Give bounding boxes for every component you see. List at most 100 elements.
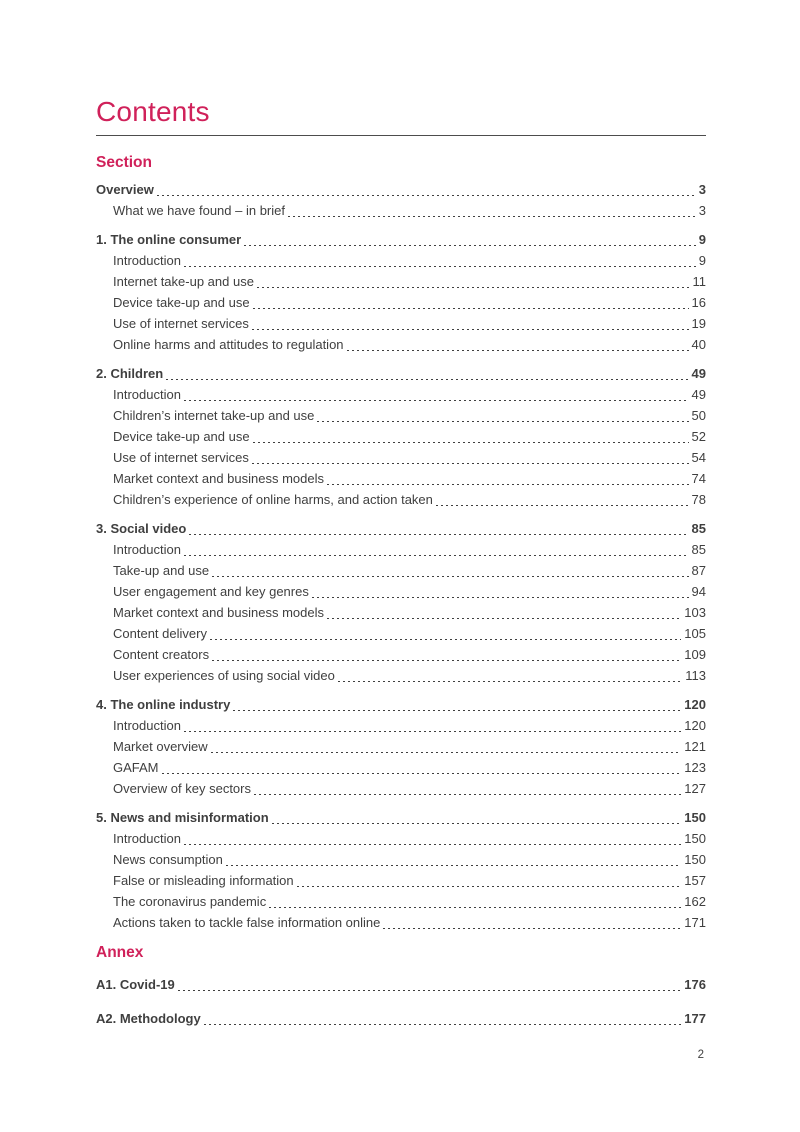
toc-subentry-page: 127	[684, 781, 706, 797]
toc-subentry[interactable]: Market overview 121	[96, 736, 706, 757]
title-rule	[96, 135, 706, 137]
toc-subentry-label: Take-up and use	[113, 563, 210, 579]
toc-entry-label: 4. The online industry	[96, 697, 231, 713]
toc-subentry[interactable]: Use of internet services 19	[96, 313, 706, 334]
dot-leader	[327, 483, 689, 486]
toc-subentry[interactable]: News consumption 150	[96, 849, 706, 870]
dot-leader	[346, 349, 689, 352]
dot-leader	[225, 864, 682, 867]
dot-leader	[183, 554, 689, 557]
dot-leader	[209, 638, 682, 641]
annex-entry[interactable]: A2. Methodology 177	[96, 1008, 706, 1029]
toc-subentry-label: Children’s internet take-up and use	[113, 408, 315, 424]
toc-subentry-page: 74	[691, 471, 706, 487]
toc-subentry-label: Device take-up and use	[113, 295, 250, 311]
toc-subentry[interactable]: Overview of key sectors 127	[96, 778, 706, 799]
dot-leader	[183, 265, 696, 268]
toc-entry[interactable]: 2. Children 49	[96, 363, 706, 384]
toc-subentry[interactable]: GAFAM 123	[96, 757, 706, 778]
toc-group: 5. News and misinformation 150 Introductio…	[96, 807, 706, 933]
toc-subentry[interactable]: Introduction 9	[96, 250, 706, 271]
toc-subentry[interactable]: User experiences of using social video 11…	[96, 665, 706, 686]
toc-subentry[interactable]: Use of internet services 54	[96, 447, 706, 468]
toc-subentry-label: Introduction	[113, 718, 181, 734]
toc-subentry-page: 162	[684, 894, 706, 910]
toc-subentry[interactable]: What we have found – in brief 3	[96, 200, 706, 221]
toc-entry-label: 2. Children	[96, 366, 164, 382]
toc-subentry-label: Device take-up and use	[113, 429, 250, 445]
toc-entry[interactable]: 3. Social video 85	[96, 518, 706, 539]
dot-leader	[254, 793, 682, 796]
toc-subentry-page: 85	[691, 542, 706, 558]
toc-entry-label: Overview	[96, 182, 154, 198]
toc-entry[interactable]: 1. The online consumer 9	[96, 229, 706, 250]
toc-subentry[interactable]: Online harms and attitudes to regulation…	[96, 334, 706, 355]
toc-group: 3. Social video 85 Introduction 85 Take-up a…	[96, 518, 706, 686]
toc-subentry[interactable]: Content creators 109	[96, 644, 706, 665]
toc-subentry-label: Introduction	[113, 253, 181, 269]
toc-group: 2. Children 49 Introduction 49 Children’s in…	[96, 363, 706, 510]
annex-heading: Annex	[96, 944, 144, 962]
toc-subentry[interactable]: Device take-up and use 16	[96, 292, 706, 313]
toc-subentry[interactable]: Actions taken to tackle false informatio…	[96, 912, 706, 933]
toc-subentry[interactable]: Introduction 85	[96, 539, 706, 560]
toc-subentry[interactable]: Market context and business models 74	[96, 468, 706, 489]
annex-entry-page: 176	[684, 977, 706, 993]
toc-subentry-page: 40	[691, 337, 706, 353]
toc-subentry-page: 123	[684, 760, 706, 776]
toc-subentry[interactable]: The coronavirus pandemic 162	[96, 891, 706, 912]
dot-leader	[296, 885, 682, 888]
dot-leader	[317, 420, 689, 423]
dot-leader	[166, 378, 689, 381]
toc-entry-page: 9	[698, 232, 706, 248]
toc-entry-page: 150	[684, 810, 706, 826]
toc-entry-page: 120	[684, 697, 706, 713]
toc-subentry-page: 16	[691, 295, 706, 311]
toc-subentry-page: 19	[691, 316, 706, 332]
toc-subentry[interactable]: Children’s experience of online harms, a…	[96, 489, 706, 510]
toc-subentry[interactable]: Market context and business models 103	[96, 602, 706, 623]
toc-subentry-label: User experiences of using social video	[113, 668, 335, 684]
dot-leader	[183, 730, 682, 733]
toc-subentry-label: False or misleading information	[113, 873, 294, 889]
toc-subentry-page: 113	[685, 668, 706, 684]
toc-subentry-label: Use of internet services	[113, 450, 249, 466]
toc-subentry[interactable]: Children’s internet take-up and use 50	[96, 405, 706, 426]
annex-entry[interactable]: A1. Covid-19 176	[96, 974, 706, 995]
toc-subentry-page: 171	[684, 915, 706, 931]
toc-group: Overview 3 What we have found – in brief 3	[96, 179, 706, 221]
toc-entry[interactable]: 5. News and misinformation 150	[96, 807, 706, 828]
annex-entry-page: 177	[684, 1011, 706, 1027]
toc-subentry-label: Online harms and attitudes to regulation	[113, 337, 344, 353]
toc-group: 4. The online industry 120 Introduction 120…	[96, 694, 706, 799]
dot-leader	[269, 906, 682, 909]
toc-subentry[interactable]: Content delivery 105	[96, 623, 706, 644]
footer-page-number: 2	[697, 1049, 704, 1061]
toc-subentry[interactable]: Internet take-up and use 11	[96, 271, 706, 292]
toc-subentry[interactable]: False or misleading information 157	[96, 870, 706, 891]
toc-subentry[interactable]: User engagement and key genres 94	[96, 581, 706, 602]
toc-subentry[interactable]: Introduction 49	[96, 384, 706, 405]
toc-subentry[interactable]: Introduction 120	[96, 715, 706, 736]
toc-subentry-label: Market context and business models	[113, 471, 324, 487]
toc-entry-label: 3. Social video	[96, 521, 187, 537]
toc-subentry[interactable]: Take-up and use 87	[96, 560, 706, 581]
toc-subentry-page: 150	[684, 831, 706, 847]
toc-entry-label: 1. The online consumer	[96, 232, 242, 248]
toc-subentry[interactable]: Device take-up and use 52	[96, 426, 706, 447]
dot-leader	[177, 989, 682, 992]
toc-subentry-page: 94	[691, 584, 706, 600]
dot-leader	[256, 286, 690, 289]
toc-subentry-page: 49	[691, 387, 706, 403]
toc-subentry-label: Use of internet services	[113, 316, 249, 332]
toc-subentry-label: Content creators	[113, 647, 210, 663]
toc-subentry-page: 50	[691, 408, 706, 424]
toc-entry-page: 3	[698, 182, 706, 198]
toc-entry[interactable]: 4. The online industry 120	[96, 694, 706, 715]
toc-subentry-page: 105	[684, 626, 706, 642]
toc-subentry-page: 109	[684, 647, 706, 663]
dot-leader	[183, 399, 689, 402]
toc-subentry-label: Market overview	[113, 739, 208, 755]
toc-entry[interactable]: Overview 3	[96, 179, 706, 200]
toc-subentry[interactable]: Introduction 150	[96, 828, 706, 849]
